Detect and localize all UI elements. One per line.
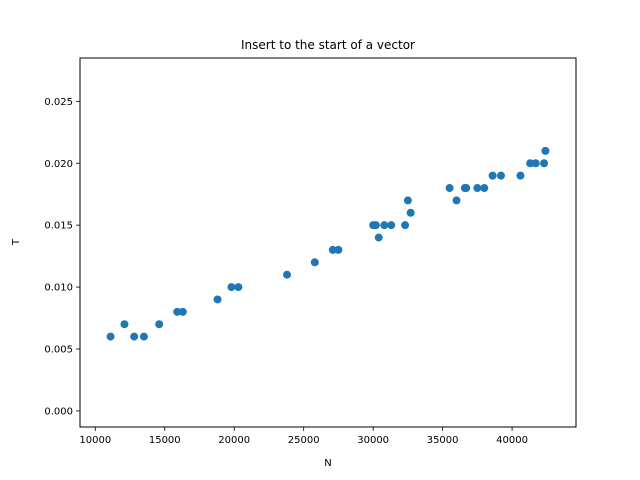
data-point bbox=[106, 332, 115, 341]
y-tick-label: 0.015 bbox=[44, 221, 73, 232]
x-axis-label: N bbox=[324, 458, 331, 469]
data-point bbox=[374, 233, 383, 242]
data-point bbox=[227, 283, 236, 292]
x-tick-label: 40000 bbox=[496, 435, 528, 446]
x-tick-label: 10000 bbox=[79, 435, 111, 446]
y-tick-label: 0.000 bbox=[44, 406, 73, 417]
data-point bbox=[234, 283, 243, 292]
data-point bbox=[462, 184, 471, 193]
data-point bbox=[516, 171, 525, 180]
data-point bbox=[178, 307, 187, 316]
data-point bbox=[213, 295, 222, 304]
data-point bbox=[139, 332, 148, 341]
data-point bbox=[380, 221, 389, 230]
data-point bbox=[120, 320, 129, 329]
data-points bbox=[106, 146, 550, 341]
y-tick-label: 0.005 bbox=[44, 344, 73, 355]
x-axis-ticks: 10000 15000 20000 25000 30000 35000 40000 bbox=[79, 427, 528, 446]
x-tick-label: 25000 bbox=[288, 435, 320, 446]
data-point bbox=[401, 221, 410, 230]
data-point bbox=[387, 221, 396, 230]
data-point bbox=[531, 159, 540, 168]
data-point bbox=[283, 270, 292, 279]
y-axis-ticks: 0.000 0.005 0.010 0.015 0.020 0.025 bbox=[44, 97, 80, 417]
y-tick-label: 0.020 bbox=[44, 159, 73, 170]
data-point bbox=[173, 307, 182, 316]
data-point bbox=[452, 196, 461, 205]
x-tick-label: 20000 bbox=[218, 435, 250, 446]
y-axis-label: T bbox=[11, 238, 22, 246]
data-point bbox=[445, 184, 454, 193]
y-tick-label: 0.025 bbox=[44, 97, 73, 108]
data-point bbox=[496, 171, 505, 180]
data-point bbox=[540, 159, 549, 168]
data-point bbox=[155, 320, 164, 329]
data-point bbox=[371, 221, 380, 230]
x-tick-label: 15000 bbox=[149, 435, 181, 446]
data-point bbox=[480, 184, 489, 193]
data-point bbox=[406, 208, 415, 217]
x-tick-label: 35000 bbox=[427, 435, 459, 446]
x-tick-label: 30000 bbox=[357, 435, 389, 446]
chart-title: Insert to the start of a vector bbox=[241, 38, 415, 52]
data-point bbox=[541, 146, 550, 155]
data-point bbox=[473, 184, 482, 193]
data-point bbox=[488, 171, 497, 180]
data-point bbox=[403, 196, 412, 205]
plot-area-frame bbox=[79, 57, 577, 428]
y-tick-label: 0.010 bbox=[44, 283, 73, 294]
data-point bbox=[310, 258, 319, 267]
data-point bbox=[328, 245, 337, 254]
data-point bbox=[526, 159, 535, 168]
data-point bbox=[334, 245, 343, 254]
data-point bbox=[130, 332, 139, 341]
